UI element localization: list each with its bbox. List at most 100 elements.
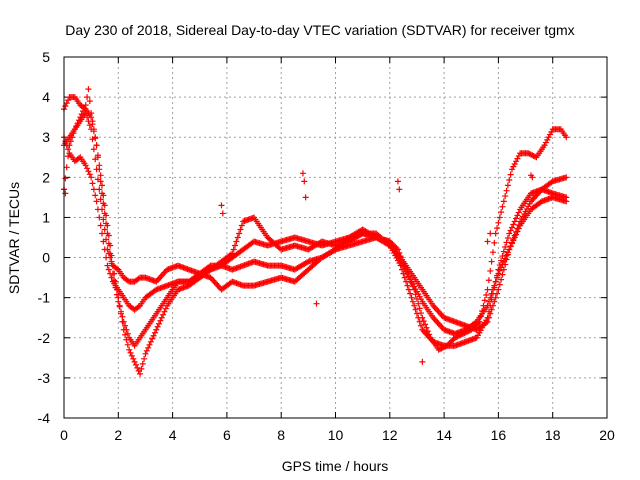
data-point-interp (92, 135, 99, 142)
data-point-interp (488, 290, 495, 297)
data-point-interp (85, 168, 92, 175)
data-point-interp (118, 308, 125, 315)
data-point-interp (150, 332, 157, 339)
data-point (419, 358, 426, 365)
data-point-interp (116, 303, 123, 310)
data-point-interp (489, 302, 496, 309)
data-point-interp (303, 259, 310, 266)
data-point-interp (510, 236, 517, 243)
data-point-interp (149, 335, 156, 342)
data-point-interp (500, 258, 507, 265)
data-point-interp (483, 319, 490, 326)
y-tick-label: 1 (42, 209, 50, 225)
data-point (93, 142, 100, 149)
y-tick-label: -4 (38, 410, 51, 426)
data-point (66, 142, 73, 149)
data-point-interp (401, 274, 408, 281)
data-point-interp (489, 286, 496, 293)
data-point-interp (113, 291, 120, 298)
data-point (563, 174, 570, 181)
data-point-interp (90, 146, 97, 153)
data-point-interp (504, 249, 511, 256)
y-axis-label: SDTVAR / TECUs (6, 182, 22, 294)
data-point-interp (151, 329, 158, 336)
data-point-interp (485, 314, 492, 321)
data-point-interp (100, 216, 107, 223)
data-point-interp (503, 187, 510, 194)
x-tick-label: 0 (60, 427, 68, 443)
data-point-interp (511, 232, 518, 239)
data-point-interp (510, 221, 517, 228)
series-trace-4 (61, 110, 570, 337)
data-point (115, 298, 122, 305)
data-point-interp (62, 103, 69, 110)
data-point-interp (62, 138, 69, 145)
data-point (219, 210, 226, 217)
data-point-interp (135, 303, 142, 310)
data-point-interp (105, 266, 112, 273)
data-point-interp (527, 151, 534, 158)
data-point (142, 350, 149, 357)
data-point-interp (500, 248, 507, 255)
data-point-interp (485, 298, 492, 305)
data-point-interp (84, 114, 91, 121)
data-point-interp (529, 152, 536, 159)
data-point-interp (507, 227, 514, 234)
data-point-interp (234, 234, 241, 241)
data-point-interp (494, 225, 501, 232)
data-point (82, 110, 89, 117)
data-point (104, 262, 111, 269)
gridlines (64, 57, 607, 418)
data-point-interp (160, 311, 167, 318)
y-tick-label: 5 (42, 49, 50, 65)
data-point-interp (502, 244, 509, 251)
data-point-interp (97, 196, 104, 203)
x-tick-label: 16 (491, 427, 507, 443)
data-point-interp (162, 305, 169, 312)
x-tick-label: 4 (169, 427, 177, 443)
data-point-interp (230, 246, 237, 253)
data-point-interp (69, 134, 76, 141)
data-point-interp (105, 240, 112, 247)
y-tick-label: 3 (42, 129, 50, 145)
data-point-interp (139, 360, 146, 367)
data-point-interp (498, 257, 505, 264)
data-point-interp (487, 267, 494, 274)
data-point-interp (418, 322, 425, 329)
x-tick-label: 6 (223, 427, 231, 443)
data-point-interp (544, 136, 551, 143)
data-point-interp (92, 192, 99, 199)
data-point-interp (97, 222, 104, 229)
data-point-interp (502, 193, 509, 200)
data-point-interp (63, 100, 70, 107)
x-axis-label: GPS time / hours (282, 458, 389, 474)
data-point-interp (513, 228, 520, 235)
data-point-interp (65, 97, 72, 104)
data-point-interp (487, 310, 494, 317)
data-point-interp (508, 224, 515, 231)
data-point (492, 230, 499, 237)
data-point-interp (542, 139, 549, 146)
data-point (120, 318, 127, 325)
data-point-interp (499, 261, 506, 268)
data-point (137, 370, 144, 377)
data-point-interp (94, 176, 101, 183)
data-point-interp (411, 302, 418, 309)
data-point-interp (70, 130, 77, 137)
data-point-interp (206, 263, 213, 270)
x-tick-label: 12 (382, 427, 398, 443)
data-point-interp (515, 209, 522, 216)
data-point-interp (514, 155, 521, 162)
data-point-interp (90, 186, 97, 193)
data-point-interp (412, 306, 419, 313)
data-point-interp (404, 282, 411, 289)
data-point-interp (492, 294, 499, 301)
data-point-interp (143, 347, 150, 354)
data-point (131, 358, 138, 365)
data-point-interp (415, 300, 422, 307)
data-point-interp (65, 146, 72, 153)
data-point (88, 126, 95, 133)
data-point-interp (124, 341, 131, 348)
data-point-interp (491, 298, 498, 305)
